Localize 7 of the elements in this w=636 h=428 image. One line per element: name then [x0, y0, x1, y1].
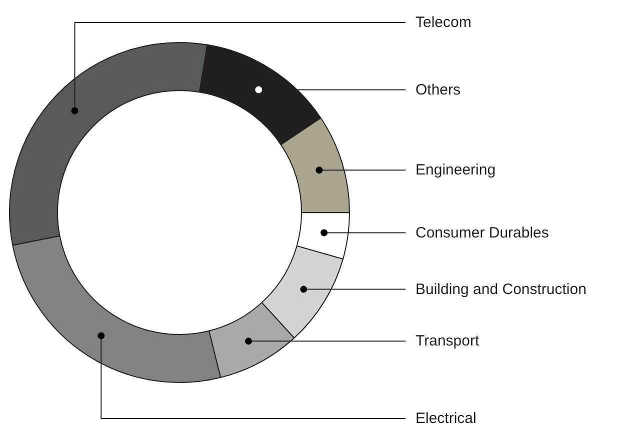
slice-label: Electrical — [416, 410, 476, 427]
slice-label: Others — [416, 81, 461, 98]
slice-label: Transport — [416, 332, 480, 350]
slice-label: Building and Construction — [416, 280, 586, 298]
slice-label: Telecom — [416, 14, 472, 31]
slice-label: Engineering — [416, 162, 496, 179]
slice-label: Consumer Durables — [416, 224, 549, 242]
